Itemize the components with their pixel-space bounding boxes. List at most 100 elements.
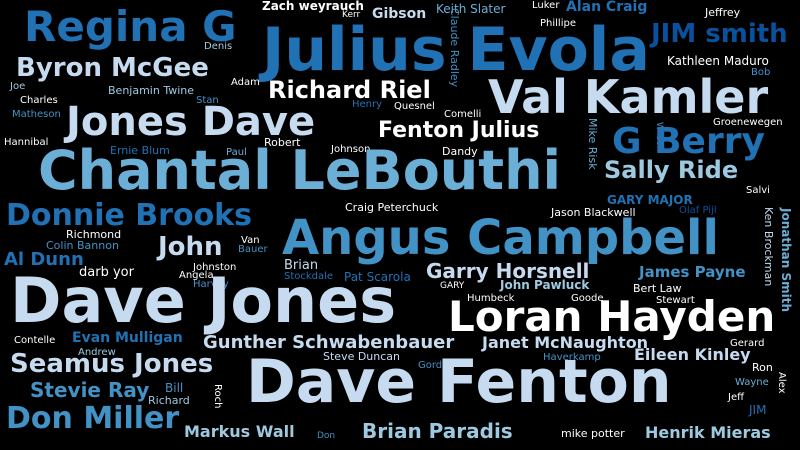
word-charles: Charles <box>20 95 58 106</box>
word-jason-blackwell: Jason Blackwell <box>551 206 636 219</box>
word-claude-radley: Claude Radley <box>448 8 461 88</box>
word-james-payne: James Payne <box>639 263 746 281</box>
word-don-miller: Don Miller <box>6 401 180 436</box>
word-denis: Denis <box>204 41 233 52</box>
word-gibson: Gibson <box>372 6 427 22</box>
word-julius-evola: Julius Evola <box>262 15 650 85</box>
word-joe: Joe <box>10 81 26 92</box>
word-richard-riel: Richard Riel <box>268 76 431 104</box>
word-jeffrey: Jeffrey <box>705 6 741 19</box>
word-gerard: Gerard <box>730 338 765 349</box>
word-mike-potter: mike potter <box>561 427 625 440</box>
word-alex: Alex <box>776 372 787 394</box>
word-van: Van <box>241 235 260 246</box>
word-ken-brockman: Ken Brockman <box>762 207 775 287</box>
word-roch: Roch <box>212 384 223 409</box>
word-brian-paradis: Brian Paradis <box>362 419 513 443</box>
word-val-kamler: Val Kamler <box>488 70 769 124</box>
word-evan-mulligan: Evan Mulligan <box>72 330 183 346</box>
word-fenton-julius: Fenton Julius <box>378 118 540 143</box>
word-jones-dave: Jones Dave <box>66 99 316 145</box>
word-stewart: Stewart <box>656 295 695 306</box>
word-bauer: Bauer <box>238 244 268 255</box>
word-janet-mcnaughton: Janet McNaughton <box>482 333 649 352</box>
word-dandy: Dandy <box>442 145 478 158</box>
word-olaf-pijl: Olaf Pijl <box>679 205 717 216</box>
word-bob: Bob <box>751 67 771 78</box>
word-brian: Brian <box>284 258 319 273</box>
word-dave-jones: Dave Jones <box>10 264 397 337</box>
word-andrew: Andrew <box>78 347 116 358</box>
word-gary-major: GARY MAJOR <box>607 193 693 207</box>
word-wayne: Wayne <box>735 377 769 388</box>
word-contelle: Contelle <box>14 335 56 346</box>
word-salvi: Salvi <box>746 185 770 196</box>
word-comelli: Comelli <box>444 109 482 120</box>
word-zach-weyrauch: Zach weyrauch <box>262 0 364 13</box>
word-johnston: Johnston <box>193 262 237 273</box>
word-al-dunn: Al Dunn <box>4 249 84 270</box>
word-kathleen-maduro: Kathleen Maduro <box>667 54 769 68</box>
word-craig-peterchuck: Craig Peterchuck <box>345 201 439 214</box>
word-adam: Adam <box>231 77 260 88</box>
word-john: John <box>158 232 223 262</box>
word-henrik-mieras: Henrik Mieras <box>645 423 771 442</box>
word-johnson: Johnson <box>331 144 371 155</box>
word-darb-yor: darb yor <box>79 265 134 280</box>
word-haverkamp: Haverkamp <box>543 352 601 363</box>
word-dave-fenton: Dave Fenton <box>246 347 672 417</box>
word-angela: Angela <box>179 270 214 281</box>
word-regina-g: Regina G <box>24 2 237 51</box>
word-steve-duncan: Steve Duncan <box>323 350 401 363</box>
word-alan-craig: Alan Craig <box>566 0 648 15</box>
word-byron-mcgee: Byron McGee <box>16 53 209 83</box>
word-humbeck: Humbeck <box>467 293 515 304</box>
word-chantal-lebouthi: Chantal LeBouthi <box>38 139 562 202</box>
word-henry: Henry <box>352 99 383 110</box>
word-bill: Bill <box>165 381 184 395</box>
word-richmond: Richmond <box>66 228 122 241</box>
word-gary: GARY <box>440 281 465 291</box>
word-colin-bannon: Colin Bannon <box>46 239 119 252</box>
word-jim-smith: JIM smith <box>651 19 788 49</box>
word-luker: Luker <box>532 0 560 11</box>
word-ernie-blum: Ernie Blum <box>110 144 170 157</box>
word-gordon: Gordon <box>418 360 455 371</box>
word-goode: Goode <box>571 293 604 304</box>
word-eileen-kinley: Eileen Kinley <box>634 345 751 364</box>
word-loran-hayden: Loran Hayden <box>448 292 776 341</box>
word-sally-ride: Sally Ride <box>604 156 739 184</box>
word-jonathan-smith: Jonathan Smith <box>779 208 793 312</box>
word-john-pawluck: John Pawluck <box>500 278 590 292</box>
word-don: Don <box>317 431 336 441</box>
word-stan: Stan <box>196 95 219 106</box>
word-matheson: Matheson <box>12 109 61 120</box>
word-quesnel: Quesnel <box>394 101 435 112</box>
word-stockdale: Stockdale <box>284 271 334 282</box>
word-paul: Paul <box>226 147 247 158</box>
word-jeff: Jeff <box>728 392 744 403</box>
word-jim: JIM <box>749 403 767 417</box>
word-benjamin-twine: Benjamin Twine <box>108 84 195 97</box>
word-g-berry: G Berry <box>612 121 765 162</box>
word-angus-campbell: Angus Campbell <box>282 210 719 266</box>
word-donnie-brooks: Donnie Brooks <box>6 198 252 233</box>
word-gunther-schwabenbauer: Gunther Schwabenbauer <box>203 332 455 353</box>
word-phillipe: Phillipe <box>540 18 576 29</box>
word-kerr: Kerr <box>342 10 361 20</box>
word-pat-scarola: Pat Scarola <box>344 270 411 284</box>
word-robert: Robert <box>264 136 301 149</box>
word-seamus-jones: Seamus Jones <box>10 349 214 379</box>
word-richard: Richard <box>148 394 190 407</box>
word-garry-horsnell: Garry Horsnell <box>426 259 590 283</box>
word-keith-slater: Keith Slater <box>436 2 506 16</box>
word-harvey: Harvey <box>193 279 229 290</box>
word-bert-law: Bert Law <box>633 282 682 295</box>
word-groenewegen: Groenewegen <box>713 117 783 128</box>
word-ron: Ron <box>752 361 773 374</box>
word-stevie-ray: Stevie Ray <box>30 378 150 402</box>
word-hannibal: Hannibal <box>4 137 49 148</box>
word-markus-wall: Markus Wall <box>184 422 295 441</box>
word-mike-risk: Mike Risk <box>586 118 599 170</box>
